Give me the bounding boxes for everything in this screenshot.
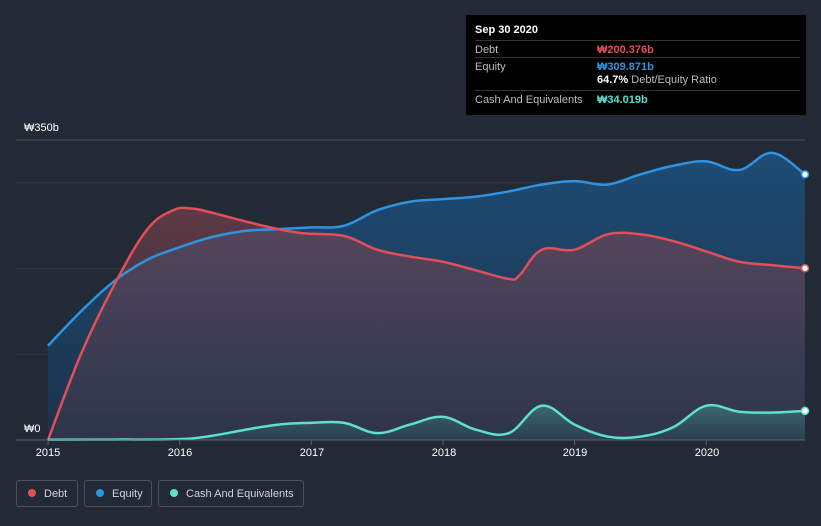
tooltip-equity-value: ₩309.871b — [597, 61, 654, 73]
legend-debt-label: Debt — [44, 488, 68, 500]
legend-item-debt[interactable]: Debt — [16, 480, 78, 507]
tooltip-debt-value: ₩200.376b — [597, 44, 654, 56]
legend-cash-label: Cash And Equivalents — [186, 488, 294, 500]
equity-line — [47, 151, 806, 347]
legend-debt-dot-icon — [28, 489, 36, 497]
x-tick-label-2016: 2016 — [167, 447, 193, 459]
debt-end-marker[interactable] — [800, 263, 810, 273]
equity-end-marker[interactable] — [800, 170, 810, 179]
debt-line — [46, 206, 806, 441]
legend-equity-dot-icon — [96, 489, 104, 497]
tooltip-date: Sep 30 2020 — [475, 24, 538, 36]
chart-end-markers — [800, 170, 810, 416]
chart-lines — [46, 151, 806, 441]
debt-area — [48, 207, 805, 440]
cash-end-marker[interactable] — [800, 406, 810, 416]
y-tick-label-zero: ₩0 — [24, 423, 41, 435]
tooltip-cash-value: ₩34.019b — [597, 94, 648, 106]
x-tick-label-2019: 2019 — [562, 447, 588, 459]
data-tooltip: Sep 30 2020 Debt ₩200.376b Equity ₩309.8… — [466, 15, 806, 115]
tooltip-equity-row: Equity ₩309.871b — [475, 57, 800, 74]
x-tick-label-2015: 2015 — [35, 447, 61, 459]
cash-line — [47, 403, 806, 441]
chart-areas — [48, 152, 805, 440]
legend-item-equity[interactable]: Equity — [84, 480, 152, 507]
x-tick-label-2020: 2020 — [694, 447, 720, 459]
legend-item-cash[interactable]: Cash And Equivalents — [158, 480, 304, 507]
x-tick-label-2017: 2017 — [299, 447, 325, 459]
tooltip-equity-label: Equity — [475, 61, 506, 73]
tooltip-debt-label: Debt — [475, 44, 499, 56]
tooltip-cash-label: Cash And Equivalents — [475, 94, 583, 106]
x-tick-label-2018: 2018 — [431, 447, 457, 459]
tooltip-ratio-label: Debt/Equity Ratio — [631, 74, 717, 86]
legend-cash-dot-icon — [170, 489, 178, 497]
legend-equity-label: Equity — [112, 488, 143, 500]
tooltip-cash-row: Cash And Equivalents ₩34.019b — [475, 90, 800, 107]
tooltip-ratio: 64.7% Debt/Equity Ratio — [597, 74, 717, 86]
y-tick-label-max: ₩350b — [24, 122, 59, 134]
tooltip-debt-row: Debt ₩200.376b — [475, 40, 800, 57]
tooltip-ratio-value: 64.7% — [597, 74, 629, 86]
